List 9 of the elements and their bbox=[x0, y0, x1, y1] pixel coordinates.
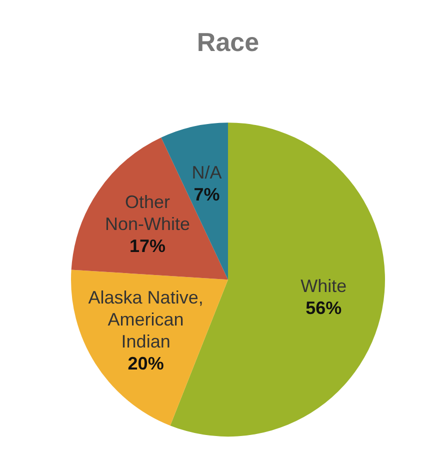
chart-title: Race bbox=[196, 26, 260, 57]
slice-label: Other Non-White bbox=[104, 192, 190, 234]
slice-label: White bbox=[300, 276, 347, 296]
data-label: 17% bbox=[129, 236, 166, 256]
slice-label: N/A bbox=[192, 162, 222, 183]
slice-label: Alaska Native, American Indian bbox=[88, 288, 204, 352]
data-label: 7% bbox=[194, 184, 220, 205]
data-label: 20% bbox=[128, 354, 164, 374]
data-label: 56% bbox=[306, 298, 342, 318]
